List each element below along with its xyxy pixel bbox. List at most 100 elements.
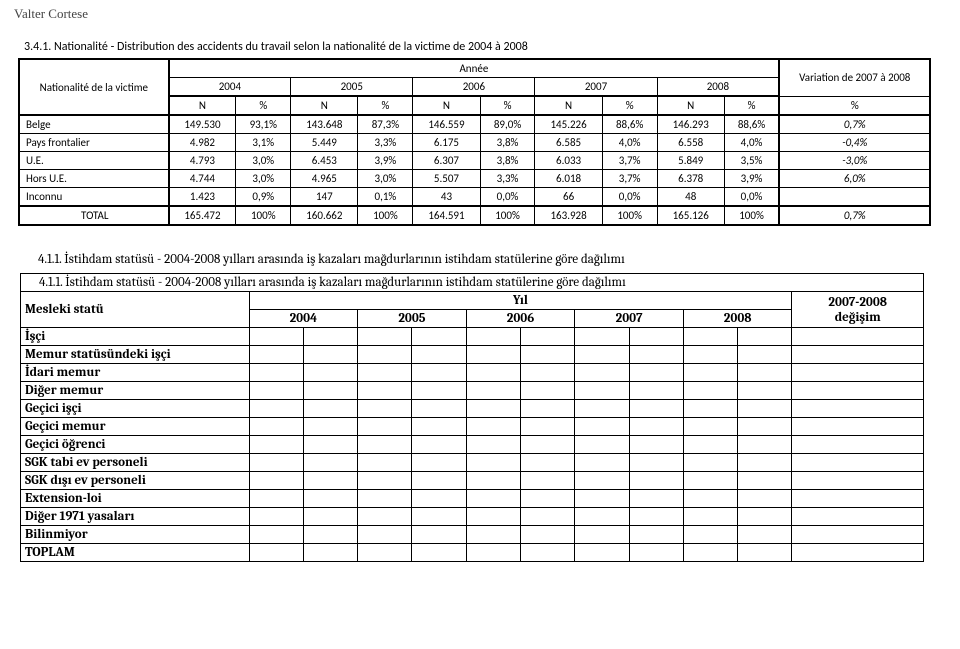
row-label: U.E.: [19, 152, 169, 170]
empty-cell: [412, 508, 466, 526]
table-row: Geçici işçi: [21, 400, 924, 418]
sub-header-n: N: [291, 96, 358, 115]
empty-cell: [521, 418, 575, 436]
data-cell: 3,0%: [358, 170, 413, 188]
sub-header-var: %: [779, 96, 930, 115]
year-header: 2006: [413, 78, 535, 97]
sub-header-pct: %: [602, 96, 657, 115]
empty-cell: [303, 508, 357, 526]
empty-cell: [412, 490, 466, 508]
empty-cell: [358, 508, 412, 526]
empty-cell: [249, 544, 303, 562]
data-cell: 43: [413, 188, 480, 207]
data-cell: 4,0%: [602, 134, 657, 152]
empty-cell: [358, 490, 412, 508]
data-cell: 3,9%: [358, 152, 413, 170]
empty-cell: [303, 490, 357, 508]
row-label: İdari memur: [21, 364, 250, 382]
empty-cell: [738, 364, 792, 382]
author-name: Valter Cortese: [14, 6, 946, 22]
empty-cell: [738, 454, 792, 472]
table-row: TOPLAM: [21, 544, 924, 562]
empty-cell: [629, 364, 683, 382]
empty-cell: [358, 454, 412, 472]
row-label: Inconnu: [19, 188, 169, 207]
empty-cell: [629, 454, 683, 472]
year-col: 2005: [358, 310, 467, 328]
empty-cell: [466, 544, 520, 562]
empty-cell: [575, 526, 629, 544]
table-row: Bilinmiyor: [21, 526, 924, 544]
empty-cell: [629, 526, 683, 544]
empty-cell: [358, 472, 412, 490]
year-col: 2004: [249, 310, 358, 328]
data-cell: 3,0%: [236, 170, 291, 188]
data-cell: 88,6%: [602, 115, 657, 134]
table-row: Inconnu1.4230,9%1470,1%430,0%660,0%480,0…: [19, 188, 930, 207]
empty-cell: [303, 418, 357, 436]
table-row: U.E.4.7933,0%6.4533,9%6.3073,8%6.0333,7%…: [19, 152, 930, 170]
row-label: Memur statüsündeki işçi: [21, 346, 250, 364]
empty-cell: [521, 346, 575, 364]
empty-cell: [303, 454, 357, 472]
data-cell: 6.018: [535, 170, 602, 188]
annee-header: Année: [169, 59, 780, 78]
empty-cell: [358, 544, 412, 562]
empty-cell: [249, 346, 303, 364]
table-row: Extension-loi: [21, 490, 924, 508]
empty-cell: [249, 400, 303, 418]
empty-cell: [575, 490, 629, 508]
empty-cell: [303, 472, 357, 490]
empty-cell: [412, 328, 466, 346]
empty-cell: [738, 508, 792, 526]
data-cell: 149.530: [169, 115, 236, 134]
empty-cell: [683, 400, 737, 418]
empty-cell: [249, 382, 303, 400]
data-cell: 146.559: [413, 115, 480, 134]
row-label: Belge: [19, 115, 169, 134]
data-cell: 4,0%: [724, 134, 779, 152]
yil-header: Yıl: [249, 292, 792, 310]
row-label: SGK dışı ev personeli: [21, 472, 250, 490]
data-cell: 0,9%: [236, 188, 291, 207]
empty-cell: [358, 328, 412, 346]
empty-cell: [792, 382, 924, 400]
data-cell: 145.226: [535, 115, 602, 134]
mesleki-header: Mesleki statü: [21, 292, 250, 328]
data-cell: 100%: [724, 206, 779, 225]
french-data-table: Nationalité de la victime Année Variatio…: [18, 58, 931, 226]
data-cell: 4.982: [169, 134, 236, 152]
data-cell: 100%: [602, 206, 657, 225]
data-cell: 48: [657, 188, 724, 207]
empty-cell: [303, 436, 357, 454]
data-cell: 143.648: [291, 115, 358, 134]
row-label: TOTAL: [19, 206, 169, 225]
empty-cell: [521, 454, 575, 472]
empty-cell: [738, 436, 792, 454]
empty-cell: [303, 328, 357, 346]
data-cell: 5.449: [291, 134, 358, 152]
empty-cell: [792, 544, 924, 562]
empty-cell: [358, 400, 412, 418]
row-label: Diğer memur: [21, 382, 250, 400]
data-cell: 6.558: [657, 134, 724, 152]
empty-cell: [683, 328, 737, 346]
row-label: Extension-loi: [21, 490, 250, 508]
empty-cell: [629, 382, 683, 400]
empty-cell: [792, 400, 924, 418]
table-row: SGK dışı ev personeli: [21, 472, 924, 490]
row-label: Hors U.E.: [19, 170, 169, 188]
sub-header-pct: %: [724, 96, 779, 115]
empty-cell: [303, 544, 357, 562]
data-cell: 6.585: [535, 134, 602, 152]
corner-header: Nationalité de la victime: [19, 59, 169, 115]
row-label: SGK tabi ev personeli: [21, 454, 250, 472]
empty-cell: [738, 418, 792, 436]
data-cell: 100%: [480, 206, 535, 225]
data-cell: 5.507: [413, 170, 480, 188]
empty-cell: [303, 382, 357, 400]
sub-header-pct: %: [236, 96, 291, 115]
empty-cell: [521, 400, 575, 418]
table-row: Geçici memur: [21, 418, 924, 436]
turkish-table-caption-above: 4.1.1. İstihdam statüsü - 2004-2008 yıll…: [38, 252, 946, 267]
